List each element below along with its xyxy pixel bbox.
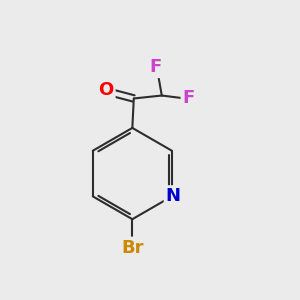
Text: O: O [98,81,113,99]
Text: N: N [166,188,181,206]
Text: F: F [150,58,162,76]
Text: Br: Br [121,239,144,257]
Text: F: F [183,89,195,107]
